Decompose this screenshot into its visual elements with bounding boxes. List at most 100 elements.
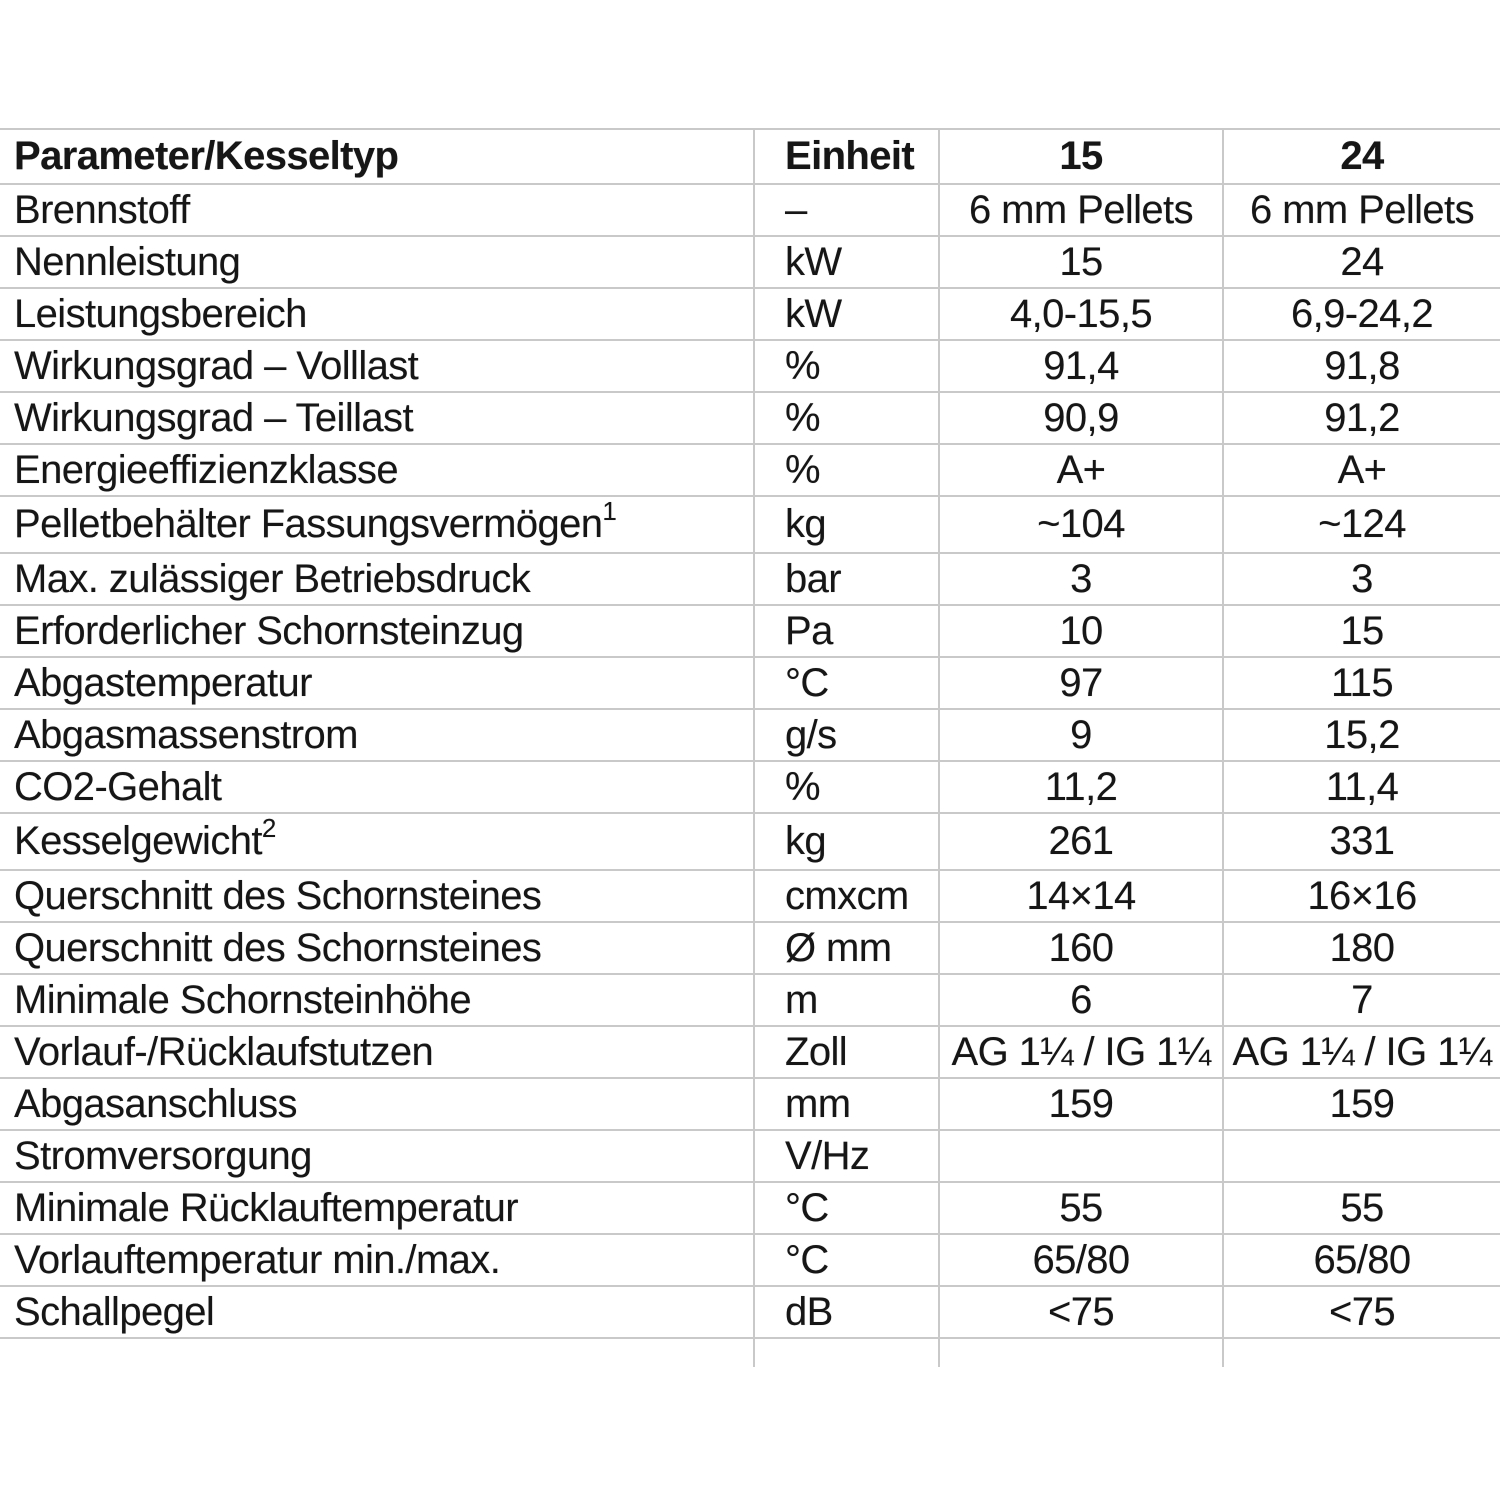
table-body: Brennstoff – 6 mm Pellets 6 mm Pellets N… — [0, 185, 1500, 1339]
value-15-cell: 159 — [938, 1079, 1222, 1129]
parameter-cell: Schallpegel — [0, 1287, 753, 1337]
value-15-cell — [938, 1131, 1222, 1181]
parameter-label: Stromversorgung — [14, 1133, 312, 1178]
unit-cell: mm — [753, 1079, 938, 1129]
value-15-cell: 15 — [938, 237, 1222, 287]
parameter-label: Vorlauftemperatur min./max. — [14, 1237, 501, 1282]
parameter-cell: Energieeffizienzklasse — [0, 445, 753, 495]
table-row: Abgasanschluss mm 159 159 — [0, 1079, 1500, 1131]
parameter-label: Abgastemperatur — [14, 660, 312, 705]
value-24-cell: 11,4 — [1222, 762, 1500, 812]
parameter-label: Pelletbehälter Fassungsvermögen — [14, 502, 603, 546]
value-15-cell: 10 — [938, 606, 1222, 656]
value-15-cell: 14×14 — [938, 871, 1222, 921]
parameter-cell: Abgasmassenstrom — [0, 710, 753, 760]
value-24-cell: 180 — [1222, 923, 1500, 973]
value-24-cell: 159 — [1222, 1079, 1500, 1129]
table-row: Kesselgewicht 2 kg 261 331 — [0, 814, 1500, 871]
header-parameter-kesseltyp: Parameter/Kesseltyp — [14, 134, 399, 178]
value-15-cell: 65/80 — [938, 1235, 1222, 1285]
parameter-cell: Leistungsbereich — [0, 289, 753, 339]
unit-cell: g/s — [753, 710, 938, 760]
table-row: Abgastemperatur °C 97 115 — [0, 658, 1500, 710]
parameter-label: Nennleistung — [14, 239, 241, 284]
value-24-cell: 55 — [1222, 1183, 1500, 1233]
value-15-cell: 4,0-15,5 — [938, 289, 1222, 339]
parameter-cell: CO2-Gehalt — [0, 762, 753, 812]
value-15-cell: 90,9 — [938, 393, 1222, 443]
table-row: Energieeffizienzklasse % A+ A+ — [0, 445, 1500, 497]
table-row: Querschnitt des Schornsteines Ø mm 160 1… — [0, 923, 1500, 975]
parameter-label: Abgasanschluss — [14, 1081, 297, 1126]
header-model-15: 15 — [938, 130, 1222, 183]
footnote-marker: 2 — [261, 814, 277, 843]
parameter-cell: Vorlauf-/Rücklaufstutzen — [0, 1027, 753, 1077]
value-15-cell: A+ — [938, 445, 1222, 495]
table-row: Minimale Rücklauftemperatur °C 55 55 — [0, 1183, 1500, 1235]
parameter-cell: Brennstoff — [0, 185, 753, 235]
value-15-cell: <75 — [938, 1287, 1222, 1337]
table-row: Minimale Schornsteinhöhe m 6 7 — [0, 975, 1500, 1027]
parameter-cell: Wirkungsgrad – Teillast — [0, 393, 753, 443]
stub-cell — [938, 1339, 1222, 1367]
unit-cell: °C — [753, 658, 938, 708]
parameter-label: Querschnitt des Schornsteines — [14, 873, 542, 918]
parameter-label: Minimale Rücklauftemperatur — [14, 1185, 519, 1230]
unit-cell: kg — [753, 497, 938, 552]
table-bottom-stub — [0, 1339, 1500, 1367]
value-15-cell: 9 — [938, 710, 1222, 760]
table-row: Leistungsbereich kW 4,0-15,5 6,9-24,2 — [0, 289, 1500, 341]
table-row: CO2-Gehalt % 11,2 11,4 — [0, 762, 1500, 814]
value-15-cell: AG 1¼ / IG 1¼ — [938, 1027, 1222, 1077]
parameter-cell: Kesselgewicht 2 — [0, 814, 753, 869]
parameter-label: Brennstoff — [14, 187, 190, 232]
value-24-cell: 15 — [1222, 606, 1500, 656]
unit-cell: V/Hz — [753, 1131, 938, 1181]
value-15-cell: 97 — [938, 658, 1222, 708]
unit-cell: kW — [753, 289, 938, 339]
unit-cell: kW — [753, 237, 938, 287]
value-24-cell: AG 1¼ / IG 1¼ — [1222, 1027, 1500, 1077]
unit-cell: Ø mm — [753, 923, 938, 973]
table-header-row: Parameter/Kesseltyp Einheit 15 24 — [0, 130, 1500, 185]
stub-cell — [753, 1339, 938, 1367]
parameter-label: Minimale Schornsteinhöhe — [14, 977, 472, 1022]
value-24-cell: 16×16 — [1222, 871, 1500, 921]
parameter-cell: Querschnitt des Schornsteines — [0, 871, 753, 921]
value-24-cell: 24 — [1222, 237, 1500, 287]
stub-cell — [0, 1339, 753, 1367]
parameter-label: Erforderlicher Schornsteinzug — [14, 608, 524, 653]
table-row: Max. zulässiger Betriebsdruck bar 3 3 — [0, 554, 1500, 606]
parameter-label: Querschnitt des Schornsteines — [14, 925, 542, 970]
parameter-label: Max. zulässiger Betriebsdruck — [14, 556, 531, 601]
parameter-cell: Stromversorgung — [0, 1131, 753, 1181]
table-row: Wirkungsgrad – Volllast % 91,4 91,8 — [0, 341, 1500, 393]
value-24-cell — [1222, 1131, 1500, 1181]
value-15-cell: 11,2 — [938, 762, 1222, 812]
parameter-label: Schallpegel — [14, 1289, 215, 1334]
value-15-cell: 3 — [938, 554, 1222, 604]
value-24-cell: 6,9-24,2 — [1222, 289, 1500, 339]
unit-cell: °C — [753, 1235, 938, 1285]
value-24-cell: 115 — [1222, 658, 1500, 708]
value-15-cell: 261 — [938, 814, 1222, 869]
unit-cell: – — [753, 185, 938, 235]
unit-cell: dB — [753, 1287, 938, 1337]
table-row: Vorlauf-/Rücklaufstutzen Zoll AG 1¼ / IG… — [0, 1027, 1500, 1079]
parameter-cell: Nennleistung — [0, 237, 753, 287]
boiler-spec-table: Parameter/Kesseltyp Einheit 15 24 Brenns… — [0, 128, 1500, 1367]
parameter-cell: Minimale Schornsteinhöhe — [0, 975, 753, 1025]
parameter-label: Energieeffizienzklasse — [14, 447, 399, 492]
parameter-label: Wirkungsgrad – Volllast — [14, 343, 419, 388]
parameter-label: Wirkungsgrad – Teillast — [14, 395, 414, 440]
table-row: Wirkungsgrad – Teillast % 90,9 91,2 — [0, 393, 1500, 445]
parameter-cell: Minimale Rücklauftemperatur — [0, 1183, 753, 1233]
value-15-cell: 55 — [938, 1183, 1222, 1233]
parameter-cell: Abgasanschluss — [0, 1079, 753, 1129]
header-model-24: 24 — [1222, 130, 1500, 183]
stub-cell — [1222, 1339, 1500, 1367]
parameter-label: Vorlauf-/Rücklaufstutzen — [14, 1029, 434, 1074]
value-24-cell: 6 mm Pellets — [1222, 185, 1500, 235]
table-row: Brennstoff – 6 mm Pellets 6 mm Pellets — [0, 185, 1500, 237]
parameter-cell: Abgastemperatur — [0, 658, 753, 708]
